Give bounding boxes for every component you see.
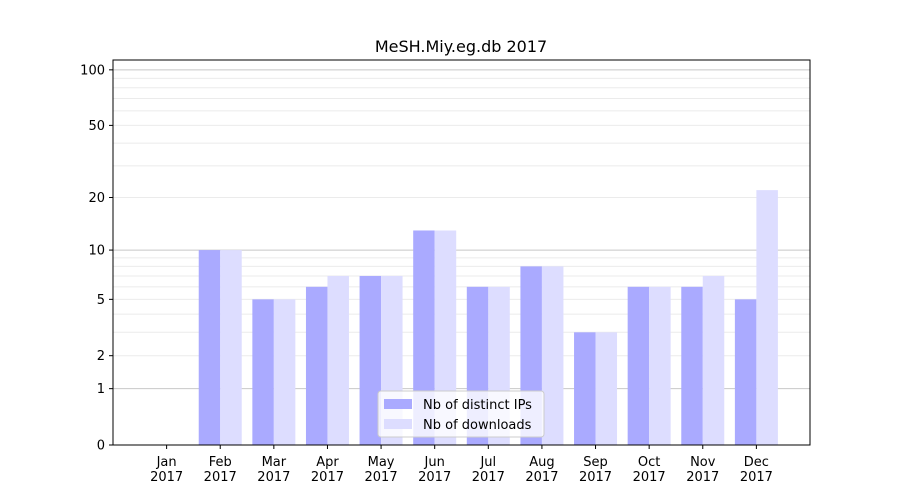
x-tick-label: Nov — [690, 455, 716, 470]
y-tick-label: 100 — [80, 63, 105, 78]
x-tick-label: 2017 — [472, 470, 505, 485]
x-tick-label: 2017 — [257, 470, 290, 485]
y-tick-label: 20 — [88, 191, 105, 206]
plot-frame — [112, 59, 811, 446]
x-tick-label: Aug — [529, 455, 554, 470]
x-tick-label: May — [368, 455, 395, 470]
bar-distinct-ips — [734, 299, 757, 445]
bar-downloads — [702, 275, 725, 445]
legend-label: Nb of downloads — [423, 418, 532, 433]
bar-distinct-ips — [359, 275, 382, 445]
x-tick-label: 2017 — [150, 470, 183, 485]
x-tick-label: Dec — [744, 455, 769, 470]
legend-box — [377, 390, 545, 438]
x-tick-label: Oct — [638, 455, 660, 470]
x-tick-label: 2017 — [204, 470, 237, 485]
x-tick-label: Apr — [316, 455, 339, 470]
y-tick-label: 1 — [97, 382, 105, 397]
x-tick-label: 2017 — [686, 470, 719, 485]
x-tick-label: 2017 — [633, 470, 666, 485]
bar-downloads — [327, 275, 349, 445]
legend-label: Nb of distinct IPs — [423, 398, 532, 413]
y-tick-label: 2 — [97, 349, 105, 364]
bar-downloads — [756, 190, 778, 445]
bar-distinct-ips — [574, 332, 596, 445]
y-tick-label: 10 — [88, 244, 105, 259]
x-tick-label: Jun — [424, 455, 445, 470]
bar-downloads — [273, 299, 296, 445]
bar-distinct-ips — [198, 250, 221, 445]
y-tick-label: 5 — [97, 293, 105, 308]
y-tick-label: 0 — [97, 439, 105, 454]
chart-title: MeSH.Miy.eg.db 2017 — [375, 37, 547, 56]
x-tick-label: 2017 — [365, 470, 398, 485]
bar-distinct-ips — [252, 299, 274, 445]
bar-downloads — [595, 332, 618, 445]
x-tick-label: 2017 — [579, 470, 612, 485]
bar-downloads — [541, 266, 564, 445]
x-tick-label: Mar — [262, 455, 287, 470]
y-tick-label: 50 — [88, 119, 105, 134]
x-tick-label: Jan — [156, 455, 177, 470]
bar-downloads — [649, 286, 671, 445]
x-tick-label: 2017 — [525, 470, 558, 485]
x-tick-label: Feb — [209, 455, 232, 470]
x-tick-label: Sep — [583, 455, 608, 470]
x-tick-label: Jul — [479, 455, 496, 470]
x-tick-label: 2017 — [418, 470, 451, 485]
bar-downloads — [220, 250, 242, 445]
x-tick-label: 2017 — [311, 470, 344, 485]
legend: Nb of distinct IPs Nb of downloads — [377, 390, 545, 438]
bar-distinct-ips — [627, 286, 650, 445]
bar-distinct-ips — [305, 286, 328, 445]
legend-swatch — [384, 399, 412, 409]
x-tick-label: 2017 — [740, 470, 773, 485]
legend-swatch — [384, 419, 412, 429]
bar-distinct-ips — [681, 286, 703, 445]
